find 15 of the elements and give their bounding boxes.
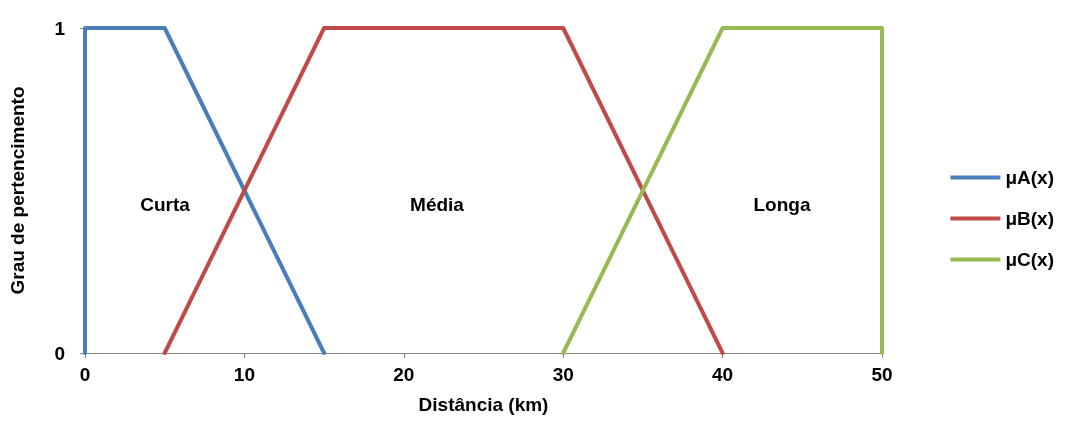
annotation: Longa (753, 193, 811, 215)
annotation: Curta (140, 193, 191, 215)
x-tick-label: 0 (79, 364, 91, 385)
legend-label: μB(x) (1005, 208, 1055, 229)
legend-label: μA(x) (1005, 167, 1055, 188)
x-tick-label: 40 (712, 364, 734, 385)
x-axis-title: Distância (km) (418, 394, 549, 415)
annotation: Média (410, 193, 465, 215)
x-tick-label: 30 (552, 364, 574, 385)
x-tick-label: 50 (871, 364, 893, 385)
x-tick-label: 20 (393, 364, 415, 385)
x-tick-label: 10 (233, 364, 255, 385)
legend-label: μC(x) (1005, 249, 1055, 270)
y-tick-label: 1 (54, 17, 66, 39)
y-axis-title: Grau de pertencimento (7, 86, 28, 295)
